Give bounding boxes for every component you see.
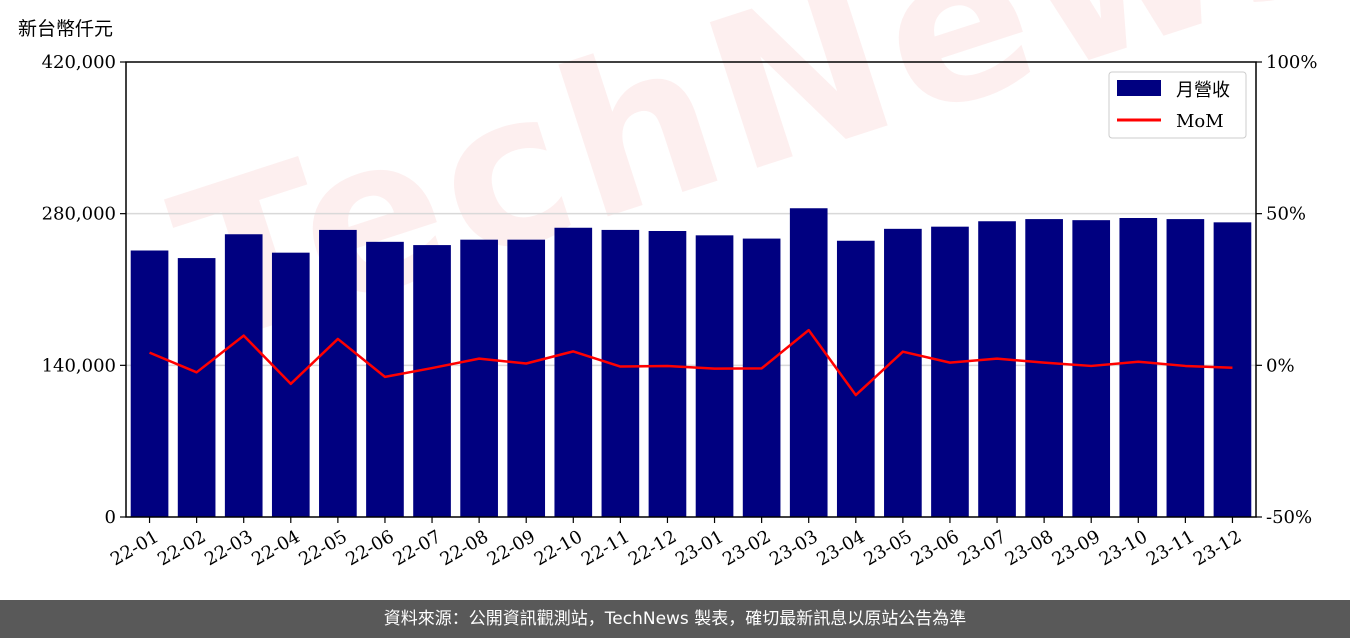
- y-right-tick-label: 50%: [1266, 204, 1306, 225]
- x-tick-label: 23-04: [813, 526, 868, 570]
- plot-frame: [125, 61, 1257, 518]
- x-tick-label: 22-10: [531, 526, 586, 570]
- y-left-tick-label: 420,000: [42, 52, 116, 73]
- bar-22-10: [554, 227, 593, 517]
- y-right-tick-label: 0%: [1266, 355, 1295, 376]
- x-tick-label: 23-02: [719, 526, 774, 570]
- x-tick-label: 23-10: [1096, 526, 1151, 570]
- bar-23-08: [1025, 219, 1063, 518]
- y-left-tick-label: 0: [105, 507, 116, 528]
- x-tick-label: 22-06: [342, 526, 397, 570]
- bar-22-03: [224, 234, 263, 517]
- bar-23-01: [695, 235, 734, 518]
- bar-22-11: [601, 229, 640, 517]
- x-tick-label: 23-12: [1190, 526, 1245, 570]
- bar-23-11: [1166, 219, 1205, 518]
- bar-23-02: [742, 238, 781, 518]
- mom-line-layer: [149, 328, 1233, 397]
- mom-line: [149, 328, 1233, 397]
- bar-23-03: [789, 208, 828, 517]
- x-tick-label: 22-12: [625, 526, 680, 570]
- bar-23-05: [884, 228, 922, 518]
- chart: 0 140,000 280,000 420,000 -50% 0% 50% 100% 22-01…: [42, 52, 1318, 570]
- bar-23-09: [1072, 220, 1111, 517]
- x-tick-label: 22-02: [154, 526, 209, 570]
- bar-23-10: [1119, 218, 1158, 517]
- legend: 月營收 MoM: [1108, 71, 1247, 139]
- bar-22-05: [319, 229, 357, 517]
- x-tick-label: 22-07: [390, 526, 445, 570]
- bar-22-02: [177, 258, 216, 517]
- x-tick-label: 23-05: [860, 526, 915, 570]
- x-tick-label: 23-07: [955, 526, 1010, 570]
- y-left-tick-label: 140,000: [42, 355, 116, 376]
- x-tick-label: 23-01: [672, 526, 727, 570]
- x-tick-label: 23-09: [1049, 526, 1104, 570]
- x-tick-label: 22-11: [578, 526, 633, 570]
- bar-22-09: [507, 239, 546, 517]
- bars: [130, 208, 1252, 518]
- bar-22-12: [648, 231, 687, 517]
- legend-label-mom: MoM: [1176, 111, 1224, 132]
- y-axis-unit-label: 新台幣仟元: [18, 18, 114, 40]
- x-tick-label: 22-03: [201, 526, 256, 570]
- bar-22-06: [366, 241, 404, 518]
- x-tick-label: 22-09: [484, 526, 539, 570]
- bar-23-12: [1213, 222, 1252, 518]
- y-right-tick-label: -50%: [1266, 507, 1312, 528]
- y-left-tick-label: 280,000: [42, 204, 116, 225]
- x-tick-label: 23-03: [766, 526, 821, 570]
- bar-23-06: [931, 226, 969, 517]
- bar-23-07: [978, 221, 1016, 517]
- bar-22-01: [130, 250, 169, 517]
- legend-label-revenue: 月營收: [1176, 80, 1230, 101]
- legend-bar-swatch: [1117, 80, 1161, 96]
- x-tick-label: 23-06: [907, 526, 962, 570]
- x-tick-label: 22-04: [248, 526, 303, 570]
- source-footer: 資料來源：公開資訊觀測站，TechNews 製表，確切最新訊息以原站公告為準: [0, 600, 1350, 638]
- bar-22-07: [413, 245, 451, 518]
- x-tick-label: 23-08: [1002, 526, 1057, 570]
- x-tick-label: 23-11: [1143, 526, 1198, 570]
- bar-22-08: [460, 239, 498, 517]
- x-tick-label: 22-08: [437, 526, 492, 570]
- y-right-tick-label: 100%: [1266, 52, 1317, 73]
- x-tick-label: 22-05: [295, 526, 350, 570]
- x-tick-label: 22-01: [107, 526, 162, 570]
